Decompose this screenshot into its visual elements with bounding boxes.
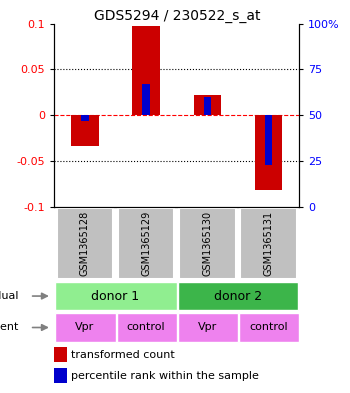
Bar [71,115,99,145]
Bar [117,313,177,342]
Bar [255,115,282,191]
Text: GSM1365129: GSM1365129 [141,211,151,276]
Bar [55,282,177,310]
Text: Vpr: Vpr [75,323,94,332]
Bar [55,313,116,342]
Title: GDS5294 / 230522_s_at: GDS5294 / 230522_s_at [93,9,260,22]
Bar [265,115,272,165]
Bar [204,97,211,115]
Bar [240,208,297,279]
Text: transformed count: transformed count [71,350,175,360]
Text: GSM1365130: GSM1365130 [202,211,212,276]
Bar [54,368,66,383]
Bar [132,26,160,115]
Bar [57,208,113,279]
Bar [179,208,236,279]
Text: individual: individual [0,291,19,301]
Bar [81,115,89,121]
Text: control: control [127,323,166,332]
Text: GSM1365131: GSM1365131 [264,211,274,276]
Bar [239,313,299,342]
Bar [178,313,238,342]
Text: donor 2: donor 2 [214,290,262,303]
Text: Vpr: Vpr [198,323,217,332]
Text: agent: agent [0,323,19,332]
Text: percentile rank within the sample: percentile rank within the sample [71,371,259,381]
Bar [54,347,66,362]
Text: control: control [249,323,288,332]
Bar [178,282,298,310]
Bar [142,84,150,115]
Bar [194,95,221,115]
Text: GSM1365128: GSM1365128 [80,211,90,276]
Bar [118,208,174,279]
Text: donor 1: donor 1 [91,290,140,303]
